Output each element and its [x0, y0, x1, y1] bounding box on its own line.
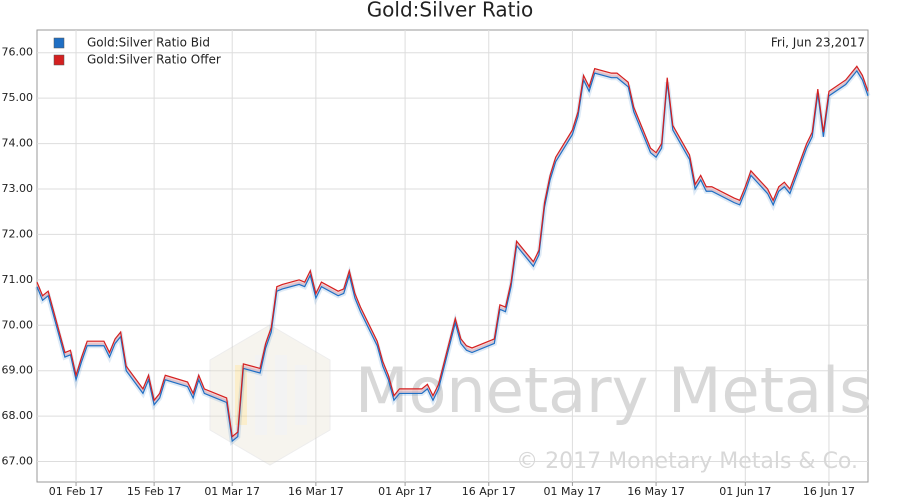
- x-tick-label: 01 Jun 17: [719, 485, 771, 498]
- series-line: [36, 69, 869, 443]
- legend-swatch: [53, 54, 65, 66]
- legend-label: Gold:Silver Ratio Bid: [87, 36, 210, 50]
- watermark-logo: Monetary Metals: [355, 354, 872, 427]
- watermark-logo-icon: [209, 324, 331, 466]
- y-tick-label: 72.00: [2, 227, 34, 240]
- y-tick-label: 74.00: [2, 137, 34, 150]
- legend-swatch: [53, 37, 65, 49]
- x-tick-label: 01 May 17: [544, 485, 602, 498]
- grid: [37, 30, 868, 482]
- y-tick-label: 75.00: [2, 91, 34, 104]
- date-label: Fri, Jun 23,2017: [771, 36, 865, 50]
- x-tick-label: 01 Feb 17: [49, 485, 103, 498]
- y-tick-label: 67.00: [2, 455, 34, 468]
- x-tick-label: 16 Apr 17: [462, 485, 516, 498]
- y-tick-label: 70.00: [2, 318, 34, 331]
- y-tick-label: 76.00: [2, 46, 34, 59]
- y-tick-label: 69.00: [2, 364, 34, 377]
- x-tick-label: 16 Jun 17: [803, 485, 855, 498]
- chart-title: Gold:Silver Ratio: [367, 0, 534, 22]
- x-tick-label: 16 Mar 17: [288, 485, 344, 498]
- series-line: [36, 65, 869, 438]
- watermark-copyright: © 2017 Monetary Metals & Co.: [516, 449, 858, 474]
- y-tick-label: 73.00: [2, 182, 34, 195]
- x-tick-label: 01 Apr 17: [378, 485, 432, 498]
- y-tick-label: 68.00: [2, 409, 34, 422]
- legend-label: Gold:Silver Ratio Offer: [87, 53, 221, 67]
- x-tick-label: 15 Feb 17: [127, 485, 181, 498]
- plot-frame: [36, 29, 869, 483]
- y-tick-label: 71.00: [2, 273, 34, 286]
- x-tick-label: 01 Mar 17: [204, 485, 260, 498]
- x-tick-label: 16 May 17: [627, 485, 685, 498]
